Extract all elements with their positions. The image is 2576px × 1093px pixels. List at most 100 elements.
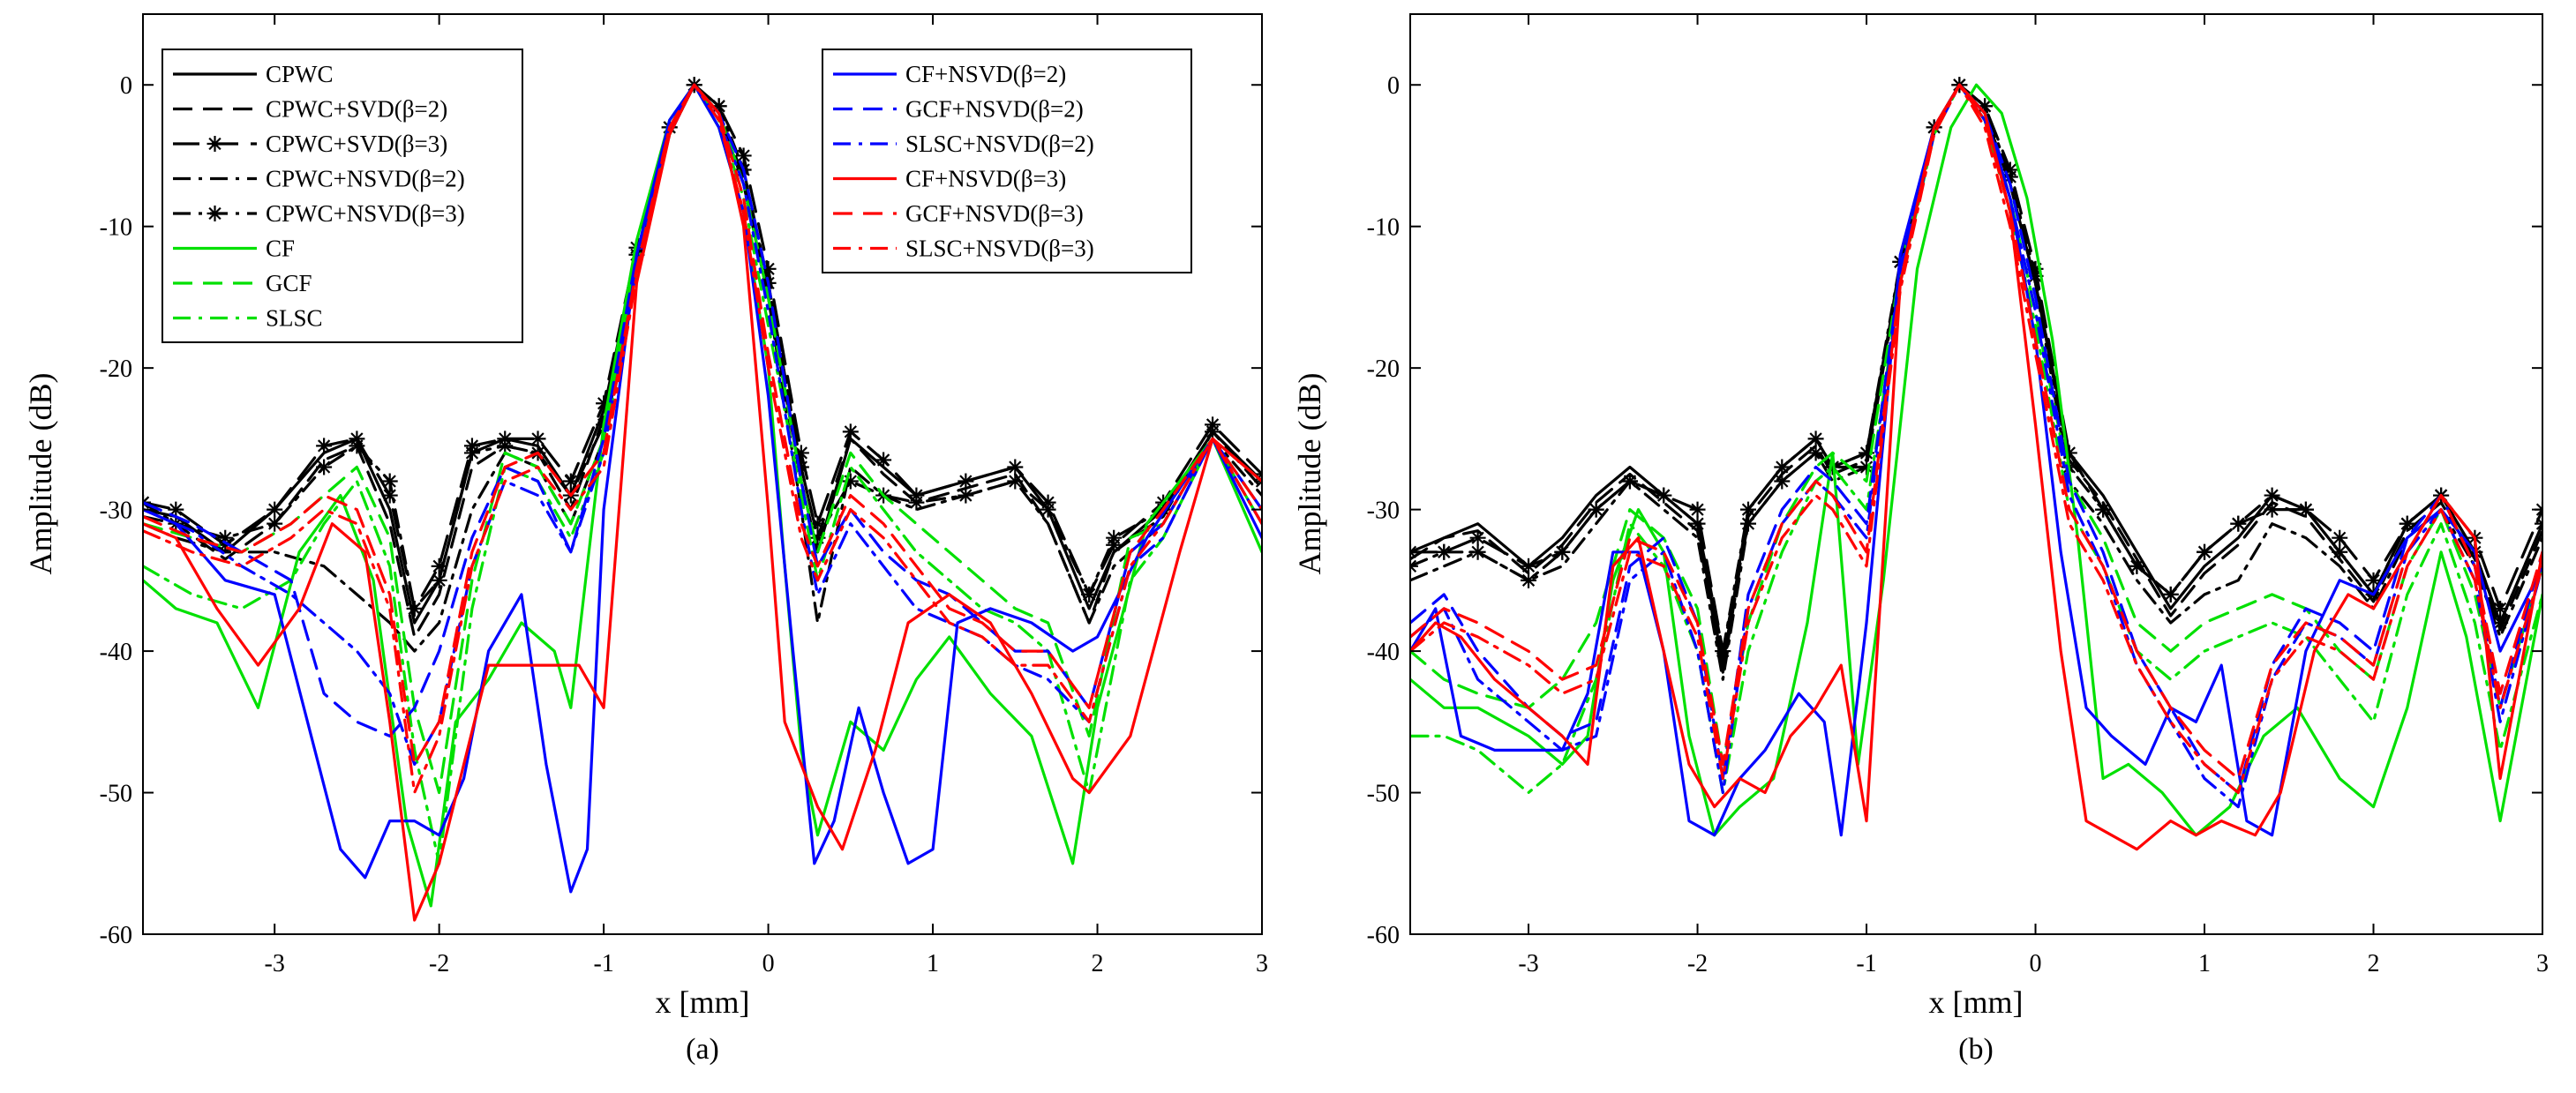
data-point-star: [267, 515, 283, 532]
legend-label-gcf: GCF: [266, 270, 312, 296]
x-tick-label: -1: [1856, 950, 1876, 977]
data-point-star: [2129, 558, 2145, 574]
data-point-star: [2230, 515, 2247, 532]
data-point-star: [1205, 423, 1221, 440]
y-tick-label: -10: [1367, 214, 1400, 242]
data-point-star: [1588, 501, 1604, 518]
legend-label-slsc: SLSC: [266, 305, 323, 332]
legend-label-cf: CF: [266, 236, 295, 262]
y-tick-label: -30: [1367, 498, 1400, 525]
ticks-a: -3 -2 -1 0 1 2 30-10-20-30-40-50-60: [100, 14, 1268, 977]
data-point-star: [1739, 501, 1756, 518]
data-point-star: [1007, 459, 1024, 475]
data-point-star: [143, 494, 151, 511]
data-point-star: [267, 501, 283, 518]
series-line-slsc-nsvd-beta-3: [1410, 83, 2542, 795]
x-tick-label: 1: [927, 950, 939, 977]
legend-a-left: CPWC CPWC+SVD(β=2) CPWC+SVD(β=3) CPWC+NSVD(…: [161, 49, 523, 343]
data-point-star: [381, 473, 398, 490]
data-point-star: [2297, 501, 2314, 518]
x-tick-label: 2: [2368, 950, 2380, 977]
series-line-slsc-nsvd-beta-2: [143, 83, 1262, 767]
data-point-star: [1656, 487, 1672, 504]
y-tick-label: -60: [1367, 922, 1400, 949]
legend-marker-star: [207, 206, 223, 221]
data-point-star: [2197, 543, 2213, 560]
data-point-star: [958, 473, 974, 490]
x-tick-label: 0: [2030, 950, 2042, 977]
legend-box: [161, 49, 523, 343]
data-point-star: [2332, 529, 2348, 546]
ticks-b: -3 -2 -1 0 1 2 30-10-20-30-40-50-60: [1367, 14, 2549, 977]
y-axis-label-a: Amplitude (dB): [23, 373, 58, 575]
legend-label-cpwc-nsvd-beta-2: CPWC+NSVD(β=2): [266, 166, 465, 192]
data-point-star: [842, 423, 859, 440]
data-point-star: [2264, 487, 2280, 504]
series-group-a: [143, 77, 1262, 922]
axes-box-a: [142, 13, 1263, 935]
legend-marker-star: [207, 136, 223, 152]
data-point-star: [562, 473, 579, 490]
chart-panel-a: -3 -2 -1 0 1 2 30-10-20-30-40-50-60 x [mm] Amp…: [23, 13, 1268, 1066]
x-tick-label: 0: [762, 950, 775, 977]
data-point-star: [735, 147, 752, 164]
axes-box-b: [1409, 13, 2543, 935]
data-point-star: [2264, 501, 2280, 518]
data-point-star: [1410, 558, 1418, 574]
x-axis-label-b: x [mm]: [1929, 984, 2024, 1020]
data-point-star: [1554, 543, 1571, 560]
x-tick-label: -3: [1518, 950, 1538, 977]
legend-label-cpwc-svd-beta-3: CPWC+SVD(β=3): [266, 131, 447, 157]
series-line-gcf-nsvd-beta-3: [1410, 83, 2542, 781]
data-point-star: [2332, 543, 2348, 560]
data-point-star: [463, 445, 480, 461]
x-tick-label: 3: [2536, 950, 2549, 977]
series-line-slsc-nsvd-beta-3: [143, 83, 1262, 795]
data-point-star: [2492, 614, 2509, 631]
data-point-star: [381, 487, 398, 504]
chart-panel-b: -3 -2 -1 0 1 2 30-10-20-30-40-50-60 x [mm] Amp…: [1292, 13, 2549, 1066]
data-point-star: [1436, 543, 1453, 560]
data-point-star: [2535, 515, 2542, 532]
legend-a-right: CF+NSVD(β=2) GCF+NSVD(β=2) SLSC+NSVD(β=2) C…: [822, 49, 1192, 273]
data-point-star: [1081, 586, 1098, 603]
data-point-star: [497, 438, 514, 454]
legend-label-cpwc: CPWC: [266, 61, 334, 87]
data-point-star: [1469, 543, 1486, 560]
data-point-star: [2162, 586, 2179, 603]
data-point-star: [2399, 515, 2415, 532]
legend-box: [822, 49, 1192, 273]
legend-label-slsc-nsvd-beta-3: SLSC+NSVD(β=3): [905, 236, 1094, 262]
data-point-star: [349, 438, 365, 454]
data-point-star: [1774, 459, 1791, 475]
legend-label-cpwc-svd-beta-2: CPWC+SVD(β=2): [266, 96, 447, 123]
y-tick-label: -40: [100, 639, 132, 666]
x-tick-label: 3: [1256, 950, 1268, 977]
data-point-star: [958, 487, 974, 504]
x-tick-label: 2: [1092, 950, 1104, 977]
y-axis-label-b: Amplitude (dB): [1292, 373, 1327, 575]
legend-label-cpwc-nsvd-beta-3: CPWC+NSVD(β=3): [266, 200, 465, 227]
legend-label-slsc-nsvd-beta-2: SLSC+NSVD(β=2): [905, 131, 1094, 157]
series-line-slsc: [143, 83, 1262, 865]
caption-a: (a): [686, 1033, 719, 1066]
data-point-star: [1621, 473, 1638, 490]
caption-b: (b): [1958, 1033, 1994, 1066]
y-tick-label: 0: [120, 72, 132, 100]
data-point-star: [168, 501, 184, 518]
x-tick-label: -2: [1687, 950, 1708, 977]
data-point-star: [2095, 501, 2112, 518]
legend-label-gcf-nsvd-beta-2: GCF+NSVD(β=2): [905, 96, 1084, 123]
data-point-star: [1807, 430, 1824, 447]
data-point-star: [406, 600, 423, 617]
data-point-star: [1689, 501, 1706, 518]
data-point-star: [1106, 529, 1123, 546]
data-point-star: [1469, 529, 1486, 546]
y-tick-label: -30: [100, 498, 132, 525]
x-tick-label: -2: [429, 950, 449, 977]
data-point-star: [1689, 515, 1706, 532]
series-group-b: [1410, 77, 2542, 851]
y-tick-label: -10: [100, 214, 132, 242]
y-tick-label: -50: [1367, 781, 1400, 808]
